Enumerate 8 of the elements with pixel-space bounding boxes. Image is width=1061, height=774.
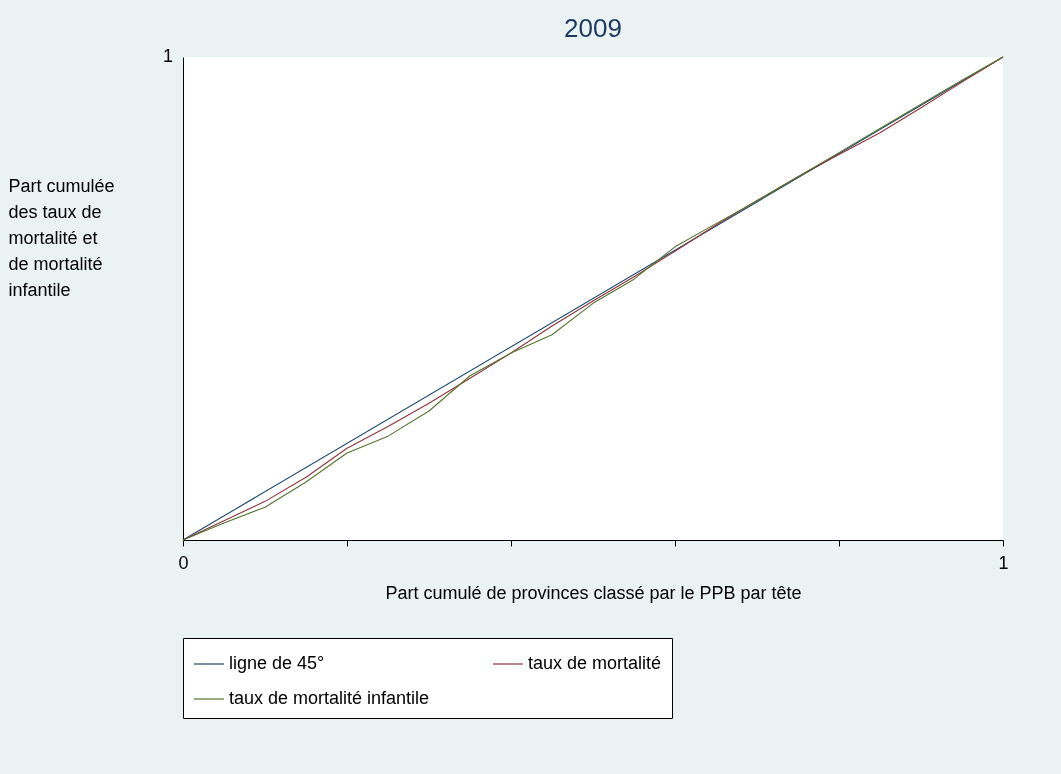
x-axis-title: Part cumulé de provinces classé par le PPB par tête [385, 582, 802, 603]
text: 1 [162, 46, 173, 66]
chart-title: 2009 [564, 13, 622, 43]
legend-label: taux de mortalité [528, 653, 662, 673]
legend-label: ligne de 45° [229, 653, 325, 673]
y-axis-title: Part cumulée des taux de mortalité et de mortalité infantile [8, 175, 115, 300]
legend-label: taux de mortalité infantile [229, 688, 430, 708]
x-tick-label: 0 [178, 552, 189, 573]
